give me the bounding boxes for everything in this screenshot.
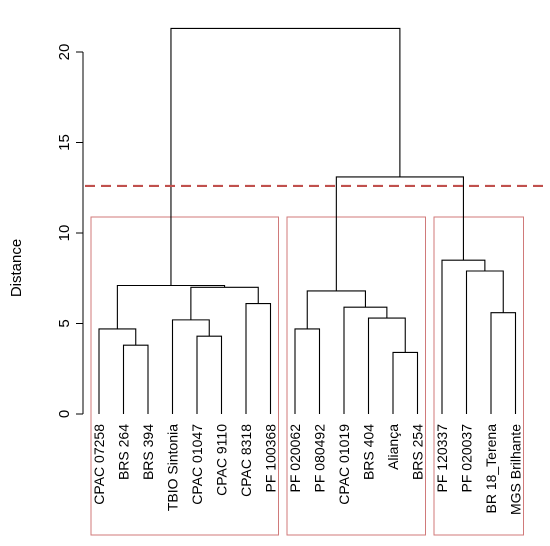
dendrogram-link — [116, 284, 226, 329]
dendrogram-tree — [98, 27, 517, 414]
leaf-label: PF 020062 — [287, 424, 303, 493]
leaf-label: BR 18_Terena — [483, 424, 499, 514]
dendrogram-link — [465, 270, 504, 414]
y-tick-label: 20 — [56, 44, 73, 61]
leaf-label: Aliança — [385, 424, 401, 470]
dendrogram-link — [245, 303, 272, 414]
dendrogram-link — [335, 176, 464, 291]
leaf-label: CPAC 01019 — [336, 424, 352, 505]
leaf-label: MGS Brilhante — [508, 424, 524, 515]
leaf-label: PF 020037 — [459, 424, 475, 493]
y-axis: 0 5 10 15 20 — [56, 44, 84, 418]
leaf-label: BRS 254 — [410, 424, 426, 480]
cluster-box — [286, 216, 426, 536]
y-tick-label: 10 — [56, 225, 73, 242]
cluster-box — [433, 216, 524, 536]
leaf-label: PF 080492 — [312, 424, 328, 493]
dendrogram-link — [170, 27, 401, 286]
leaf-label: CPAC 9110 — [214, 424, 230, 496]
dendrogram-link — [122, 344, 149, 414]
leaf-label: CPAC 8318 — [238, 424, 254, 497]
dendrogram-link — [367, 317, 406, 414]
leaf-label: BRS 264 — [116, 424, 132, 480]
leaf-labels: CPAC 07258 BRS 264 BRS 394 TBIO Sintonia CPA… — [91, 424, 524, 515]
dendrogram-link — [490, 312, 517, 414]
leaf-label: BRS 404 — [361, 424, 377, 480]
dendrogram-link — [98, 328, 137, 414]
leaf-label: CPAC 07258 — [91, 424, 107, 505]
leaf-label: PF 100368 — [263, 424, 279, 493]
dendrogram-link — [392, 351, 419, 414]
dendrogram-link — [441, 259, 486, 414]
dendrogram-link — [306, 290, 366, 329]
y-tick-label: 15 — [56, 134, 73, 151]
dendrogram-link — [294, 328, 321, 414]
y-tick-label: 5 — [56, 319, 73, 327]
leaf-label: CPAC 01047 — [189, 424, 205, 505]
dendrogram-link — [196, 335, 223, 414]
dendrogram-link — [343, 306, 388, 414]
leaf-label: PF 120337 — [434, 424, 450, 493]
y-axis-label: Distance — [8, 239, 25, 297]
leaf-label: TBIO Sintonia — [165, 424, 181, 511]
dendrogram-link — [171, 319, 210, 414]
cluster-boxes — [90, 216, 524, 536]
cluster-box — [90, 216, 279, 536]
y-tick-label: 0 — [56, 410, 73, 418]
leaf-label: BRS 394 — [140, 424, 156, 480]
